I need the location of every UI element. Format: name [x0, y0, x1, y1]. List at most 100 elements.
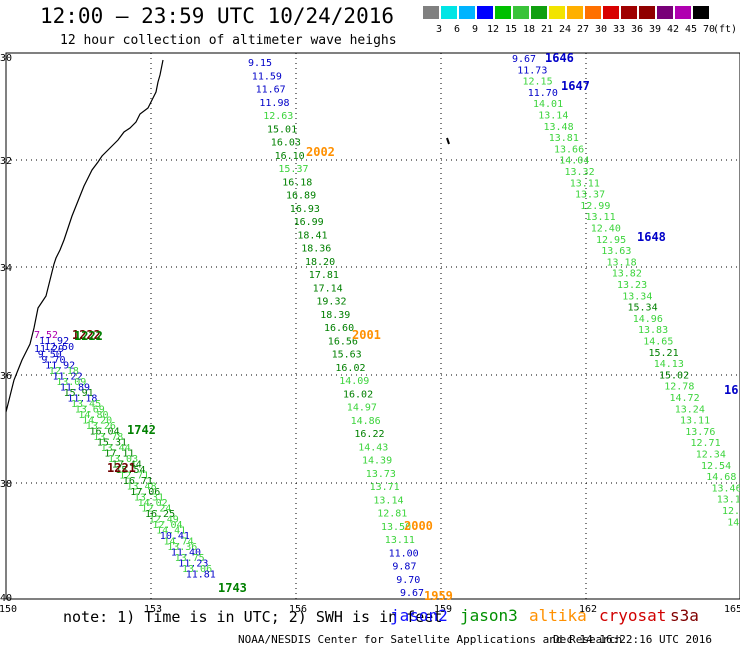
swh-value: 13.63 [601, 246, 631, 257]
swh-value: 13.82 [612, 269, 642, 280]
lat-label: 36 [0, 371, 12, 382]
swh-value: 16.02 [335, 363, 365, 374]
time-label: 1646 [545, 51, 574, 65]
swh-value: 12.18 [49, 366, 79, 377]
lat-label: 32 [0, 156, 12, 167]
swh-value: 13.32 [565, 167, 595, 178]
swh-value: 14.68 [706, 472, 736, 483]
swh-value: 14.43 [358, 442, 388, 453]
lat-label: 30 [0, 53, 12, 64]
legend-swatch [441, 6, 457, 19]
swh-value: 17.81 [309, 270, 339, 281]
lon-label: 162 [579, 604, 597, 615]
swh-value: 12.40 [591, 224, 621, 235]
time-label: 1222 [72, 328, 101, 342]
swh-value: 16.25 [145, 509, 175, 520]
lat-label: 40 [0, 593, 12, 604]
legend-level: 24 [558, 24, 572, 35]
swh-value: 14.72 [670, 393, 700, 404]
swh-value: 12.81 [377, 509, 407, 520]
legend-level: 18 [522, 24, 536, 35]
swh-value: 18.36 [301, 244, 331, 255]
swh-value: 13.11 [570, 178, 600, 189]
time-label: 1647 [561, 79, 590, 93]
swh-value: 16.22 [354, 429, 384, 440]
swh-value: 12.71 [691, 438, 721, 449]
legend-altika: altika [529, 606, 587, 625]
swh-value: 14.09 [339, 376, 369, 387]
swh-value: 12.15 [523, 77, 553, 88]
swh-value: 13.37 [575, 190, 605, 201]
island [446, 137, 450, 145]
swh-value: 13.14 [538, 111, 568, 122]
legend-unit: (ft) [713, 24, 738, 35]
swh-value: 16.04 [90, 427, 120, 438]
swh-value: 18.41 [297, 230, 327, 241]
lon-label: 156 [289, 604, 307, 615]
lat-label: 34 [0, 263, 12, 274]
swh-value: 11.23 [178, 559, 208, 570]
swh-value: 16.18 [282, 177, 312, 188]
page-subtitle: 12 hour collection of altimeter wave hei… [60, 33, 397, 48]
legend-level: 42 [666, 24, 680, 35]
swh-value: 13.34 [622, 291, 652, 302]
swh-value: 9.87 [392, 562, 416, 573]
legend-swatch [531, 6, 547, 19]
swh-value: 15.31 [97, 438, 127, 449]
swh-value: 15.01 [267, 124, 297, 135]
swh-value: 9.15 [248, 58, 272, 69]
swh-value: 13.14 [373, 495, 403, 506]
swh-value: 13.71 [370, 482, 400, 493]
swh-value: 11.40 [171, 548, 201, 559]
swh-value: 17.44 [112, 460, 142, 471]
swh-value: 15.37 [278, 164, 308, 175]
swh-value: 14 [727, 517, 739, 528]
legend-swatch [513, 6, 529, 19]
swh-value: 11.59 [252, 71, 282, 82]
swh-value: 13.09 [56, 377, 86, 388]
timestamp: Dec 14 16:22:16 UTC 2016 [553, 633, 712, 646]
swh-value: 7.52 [34, 330, 58, 341]
legend-jason2: jason2 [390, 606, 448, 625]
swh-value: 16.60 [324, 323, 354, 334]
swh-value: 13.24 [675, 404, 705, 415]
legend-s3a: s3a [670, 606, 699, 625]
swh-value: 14.39 [362, 456, 392, 467]
swh-value: 13.11 [385, 535, 415, 546]
legend-swatch [549, 6, 565, 19]
swh-value: 12.54 [701, 461, 731, 472]
legend-level: 39 [648, 24, 662, 35]
time-label: 1648 [637, 230, 666, 244]
legend-level: 15 [504, 24, 518, 35]
lat-label: 38 [0, 479, 12, 490]
swh-value: 13.23 [617, 280, 647, 291]
swh-value: 18.39 [320, 310, 350, 321]
legend-cryosat: cryosat [599, 606, 667, 625]
legend-level: 9 [471, 24, 479, 35]
lon-label: 165 [724, 604, 740, 615]
swh-value: 13.11 [586, 212, 616, 223]
swh-value: 14.97 [347, 403, 377, 414]
swh-value: 13.26 [86, 421, 116, 432]
swh-value: 13.78 [93, 432, 123, 443]
swh-value: 13.48 [544, 122, 574, 133]
swh-value: 13.81 [549, 133, 579, 144]
swh-value: 11.00 [389, 548, 419, 559]
swh-value: 13.50 [381, 522, 411, 533]
swh-value: 13.48 [127, 482, 157, 493]
legend-level: 21 [540, 24, 554, 35]
swh-value: 12.78 [664, 382, 694, 393]
swh-value: 15.54 [115, 465, 145, 476]
time-label: 16 [724, 383, 738, 397]
swh-value: 17.11 [104, 449, 134, 460]
legend-level: 36 [630, 24, 644, 35]
coastline [5, 59, 164, 413]
swh-value: 13.36 [167, 542, 197, 553]
legend-level: 70 [702, 24, 716, 35]
swh-value: 13.76 [685, 427, 715, 438]
swh-value: 17.14 [313, 283, 343, 294]
map-frame [5, 52, 740, 600]
swh-value: 14.86 [351, 416, 381, 427]
legend-swatch [477, 6, 493, 19]
legend-swatch [657, 6, 673, 19]
